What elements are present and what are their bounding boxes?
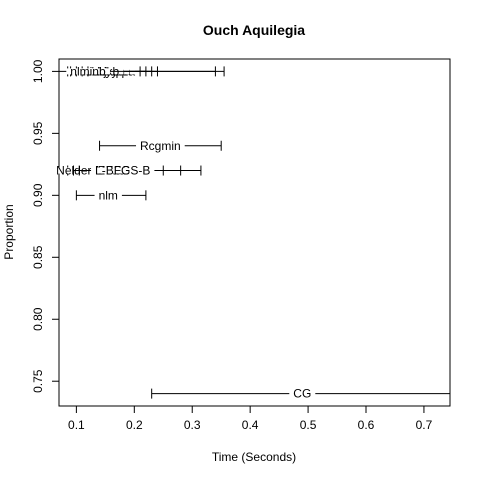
x-axis-label: Time (Seconds): [212, 450, 296, 464]
y-tick-label: 0.95: [31, 121, 45, 145]
series-label: L-BFGS-B: [95, 164, 150, 178]
series-label: Rcgmin: [140, 139, 181, 153]
series-label: CG: [293, 387, 311, 401]
label-knockout: [91, 167, 155, 174]
series-nlminb: nlminb: [58, 64, 141, 78]
data-marks: newuoabobyqauobyqanmkbhjkbnlminbRcgminNe…: [52, 64, 450, 401]
plot-area: [58, 58, 451, 407]
chart-title: Ouch Aquilegia: [203, 22, 305, 38]
series-l-bfgs-b: L-BFGS-B: [78, 164, 164, 178]
y-tick-label: 0.85: [31, 245, 45, 269]
y-axis: 0.75 0.80 0.85 0.90 0.95 1.00: [31, 59, 60, 393]
series-label: nlminb: [70, 64, 106, 78]
x-tick-label: 0.2: [126, 418, 143, 432]
label-knockout: [289, 390, 316, 397]
y-tick-label: 0.80: [31, 307, 45, 331]
series-nlm: nlm: [75, 188, 147, 202]
series-label: nlm: [99, 188, 118, 202]
x-axis: 0.1 0.2 0.3 0.4 0.5 0.6 0.7: [68, 405, 433, 432]
y-tick-label: 0.75: [31, 369, 45, 393]
series-rcgmin: Rcgmin: [99, 139, 222, 153]
x-tick-label: 0.7: [416, 418, 433, 432]
y-axis-label: Proportion: [2, 204, 16, 259]
y-tick-label: 1.00: [31, 59, 45, 83]
x-tick-label: 0.4: [242, 418, 259, 432]
x-tick-label: 0.3: [184, 418, 201, 432]
y-tick-label: 0.90: [31, 183, 45, 207]
x-tick-label: 0.5: [300, 418, 317, 432]
label-knockout: [94, 192, 122, 199]
x-tick-label: 0.6: [358, 418, 375, 432]
x-tick-label: 0.1: [68, 418, 85, 432]
series-cg: CG: [151, 387, 450, 401]
label-knockout: [136, 142, 185, 149]
label-knockout: [66, 68, 110, 75]
